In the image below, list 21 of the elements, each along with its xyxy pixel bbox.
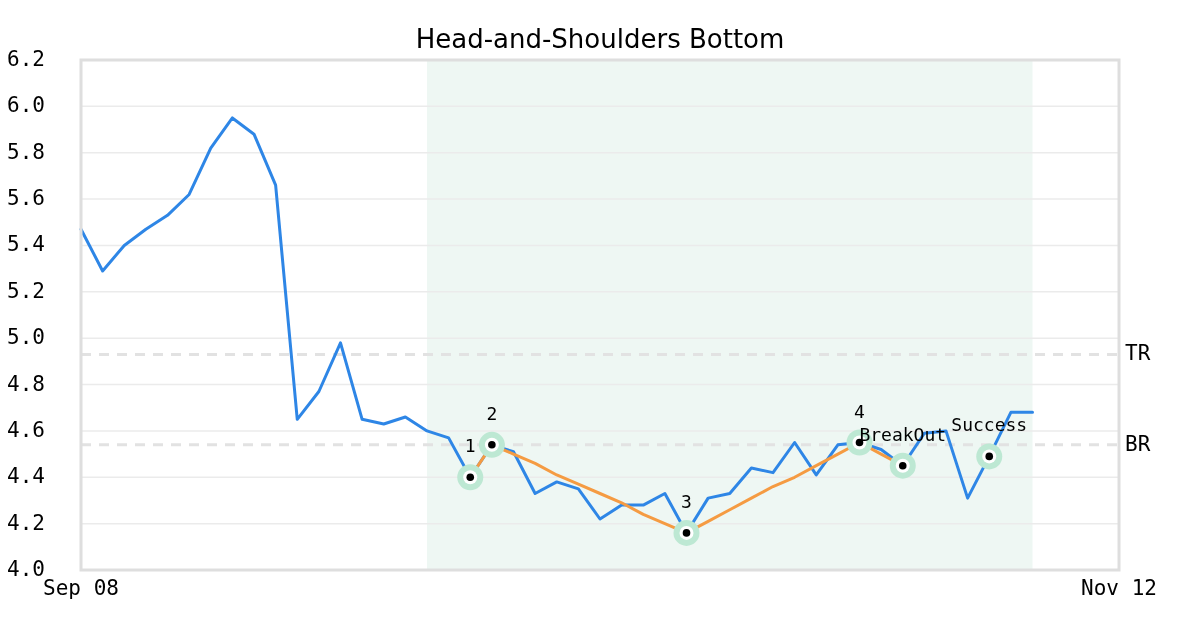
annotation: 4 bbox=[854, 400, 865, 422]
y-tick-label: 4.0 bbox=[7, 557, 45, 581]
y-tick-label: 5.0 bbox=[7, 325, 45, 350]
y-tick-label: 4.6 bbox=[7, 417, 45, 442]
y-tick-label: 6.2 bbox=[7, 47, 45, 71]
y-tick-label: 5.4 bbox=[7, 232, 45, 257]
ref-line-label: BR bbox=[1125, 431, 1151, 456]
annotation: 3 bbox=[681, 490, 692, 512]
y-tick-label: 4.2 bbox=[7, 510, 45, 535]
annotation: 1 bbox=[464, 435, 476, 457]
y-tick-label: 6.0 bbox=[7, 93, 45, 118]
y-tick-label: 5.6 bbox=[7, 186, 45, 211]
x-tick-label: Nov 12 bbox=[1081, 576, 1157, 600]
y-tick-label: 4.4 bbox=[7, 464, 45, 489]
y-tick-label: 5.8 bbox=[7, 139, 45, 164]
y-tick-label: 4.8 bbox=[7, 371, 45, 396]
ref-line-label: TR bbox=[1125, 341, 1151, 366]
chart-title: Head-and-Shoulders Bottom bbox=[415, 24, 785, 54]
y-tick-label: 5.2 bbox=[7, 278, 45, 303]
annotation: 2 bbox=[486, 402, 498, 424]
x-tick-label: Sep 08 bbox=[43, 576, 119, 600]
